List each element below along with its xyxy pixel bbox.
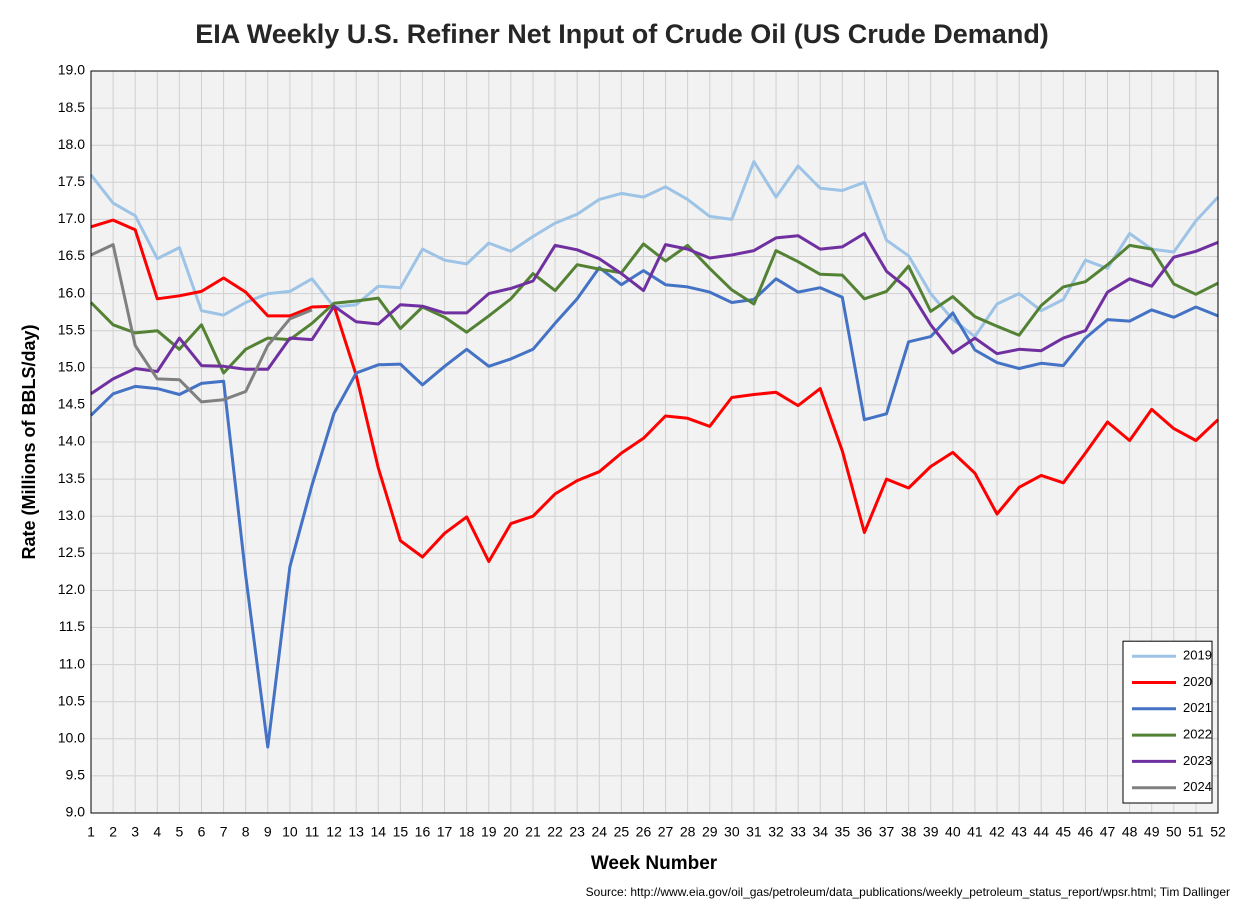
x-tick-label: 34 <box>812 824 828 840</box>
x-tick-label: 3 <box>131 824 139 840</box>
y-tick-label: 16.0 <box>58 284 85 300</box>
x-tick-label: 5 <box>175 824 183 840</box>
legend-box <box>1122 640 1213 804</box>
y-tick-label: 14.0 <box>58 433 85 449</box>
x-tick-label: 15 <box>393 824 409 840</box>
x-tick-label: 48 <box>1122 824 1138 840</box>
x-tick-label: 6 <box>198 824 206 840</box>
x-tick-label: 47 <box>1100 824 1116 840</box>
x-tick-label: 39 <box>923 824 939 840</box>
x-tick-label: 21 <box>525 824 541 840</box>
x-tick-label: 7 <box>220 824 228 840</box>
x-tick-label: 36 <box>857 824 873 840</box>
series-line <box>90 218 1220 563</box>
x-tick-label: 12 <box>326 824 342 840</box>
y-tick-label: 13.0 <box>58 507 85 523</box>
y-tick-label: 15.0 <box>58 359 85 375</box>
x-tick-label: 30 <box>724 824 740 840</box>
y-tick-label: 9.0 <box>66 804 86 820</box>
x-tick-label: 25 <box>614 824 630 840</box>
legend-label: 2020 <box>1183 674 1212 689</box>
y-tick-label: 13.5 <box>58 470 85 486</box>
x-tick-label: 22 <box>547 824 563 840</box>
x-tick-label: 19 <box>481 824 497 840</box>
x-tick-label: 33 <box>790 824 806 840</box>
x-tick-label: 4 <box>153 824 161 840</box>
y-tick-label: 12.5 <box>58 544 85 560</box>
x-tick-label: 31 <box>746 824 762 840</box>
x-tick-label: 37 <box>879 824 895 840</box>
x-tick-label: 52 <box>1210 824 1226 840</box>
y-tick-label: 18.0 <box>58 136 85 152</box>
x-tick-label: 51 <box>1188 824 1204 840</box>
y-tick-label: 18.5 <box>58 99 85 115</box>
x-tick-label: 20 <box>503 824 519 840</box>
y-tick-label: 9.5 <box>66 767 86 783</box>
x-tick-label: 38 <box>901 824 917 840</box>
legend-label: 2019 <box>1183 648 1212 663</box>
y-tick-label: 19.0 <box>58 62 85 78</box>
x-tick-label: 26 <box>636 824 652 840</box>
x-tick-label: 1 <box>87 824 95 840</box>
x-tick-label: 49 <box>1144 824 1160 840</box>
series-line <box>89 266 1219 749</box>
x-tick-label: 42 <box>989 824 1005 840</box>
x-tick-label: 16 <box>415 824 431 840</box>
y-axis-label: Rate (Millions of BBLS/day) <box>19 324 39 559</box>
x-tick-label: 24 <box>591 824 607 840</box>
x-tick-label: 44 <box>1033 824 1049 840</box>
y-tick-label: 16.5 <box>58 247 85 263</box>
x-tick-label: 18 <box>459 824 475 840</box>
x-tick-label: 32 <box>768 824 784 840</box>
y-tick-label: 15.5 <box>58 321 85 337</box>
x-tick-label: 45 <box>1056 824 1072 840</box>
source: Source: http://www.eia.gov/oil_gas/petro… <box>586 885 1230 899</box>
x-tick-label: 40 <box>945 824 961 840</box>
x-tick-label: 17 <box>437 824 453 840</box>
y-tick-label: 17.0 <box>58 210 85 226</box>
x-tick-label: 28 <box>680 824 696 840</box>
series-line <box>89 160 1220 339</box>
x-tick-label: 14 <box>370 824 386 840</box>
legend-label: 2022 <box>1183 727 1212 742</box>
legend-label: 2021 <box>1183 700 1212 715</box>
x-tick-label: 10 <box>282 824 298 840</box>
plot-frame <box>90 70 1219 814</box>
y-tick-label: 11.5 <box>59 618 85 634</box>
series-line <box>90 243 313 404</box>
chart-title: EIA Weekly U.S. Refiner Net Input of Cru… <box>195 19 1049 49</box>
x-tick-label: 11 <box>305 824 320 840</box>
y-tick-label: 10.5 <box>58 692 85 708</box>
y-tick-label: 14.5 <box>58 396 85 412</box>
x-tick-label: 9 <box>264 824 272 840</box>
x-tick-label: 23 <box>569 824 585 840</box>
x-axis-label: Week Number <box>591 853 718 874</box>
x-tick-label: 29 <box>702 824 718 840</box>
y-tick-label: 17.5 <box>58 173 85 189</box>
x-tick-label: 13 <box>348 824 364 840</box>
legend-label: 2023 <box>1183 753 1212 768</box>
x-tick-label: 35 <box>835 824 851 840</box>
x-tick-label: 43 <box>1011 824 1027 840</box>
x-tick-label: 27 <box>658 824 674 840</box>
y-tick-label: 10.0 <box>58 730 85 746</box>
x-tick-label: 46 <box>1078 824 1094 840</box>
x-tick-label: 8 <box>242 824 250 840</box>
series-line <box>89 242 1219 375</box>
series-line <box>90 232 1219 396</box>
legend-label: 2024 <box>1183 779 1212 794</box>
y-tick-label: 11.0 <box>59 655 85 671</box>
y-tick-label: 12.0 <box>58 581 85 597</box>
x-tick-label: 50 <box>1166 824 1182 840</box>
x-tick-label: 2 <box>109 824 117 840</box>
x-tick-label: 41 <box>967 824 983 840</box>
